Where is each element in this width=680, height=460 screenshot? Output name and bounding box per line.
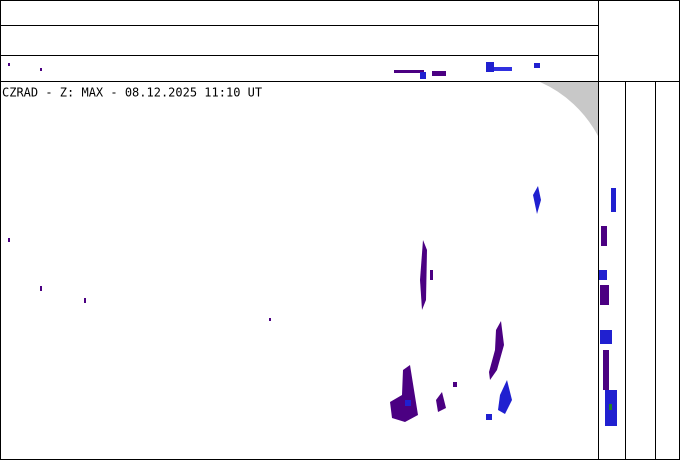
- echo: [601, 226, 607, 246]
- echo: [394, 70, 424, 73]
- echo: [498, 380, 512, 414]
- echo: [489, 321, 504, 380]
- radar-echoes: [8, 62, 617, 426]
- echo: [40, 68, 42, 71]
- echo: [611, 188, 616, 212]
- echo: [600, 330, 612, 344]
- echo: [8, 63, 10, 66]
- echo: [534, 63, 540, 68]
- echo: [390, 365, 418, 422]
- echo: [436, 392, 446, 412]
- echo: [453, 382, 457, 387]
- echo: [405, 400, 411, 406]
- echo: [486, 62, 494, 72]
- echo: [603, 350, 609, 390]
- echo: [84, 298, 86, 303]
- echo: [420, 72, 426, 79]
- echo: [269, 318, 271, 321]
- map-title: CZRAD - Z: MAX - 08.12.2025 11:10 UT: [2, 86, 262, 100]
- echo: [432, 71, 446, 76]
- echo: [599, 270, 607, 280]
- echo: [8, 238, 10, 242]
- echo: [609, 404, 612, 410]
- out-of-range-area: [540, 82, 598, 136]
- echo: [420, 240, 427, 310]
- echo: [533, 186, 541, 214]
- echo: [40, 286, 42, 291]
- echo: [600, 285, 609, 305]
- echo: [494, 67, 512, 71]
- echo: [430, 270, 433, 280]
- echo: [486, 414, 492, 420]
